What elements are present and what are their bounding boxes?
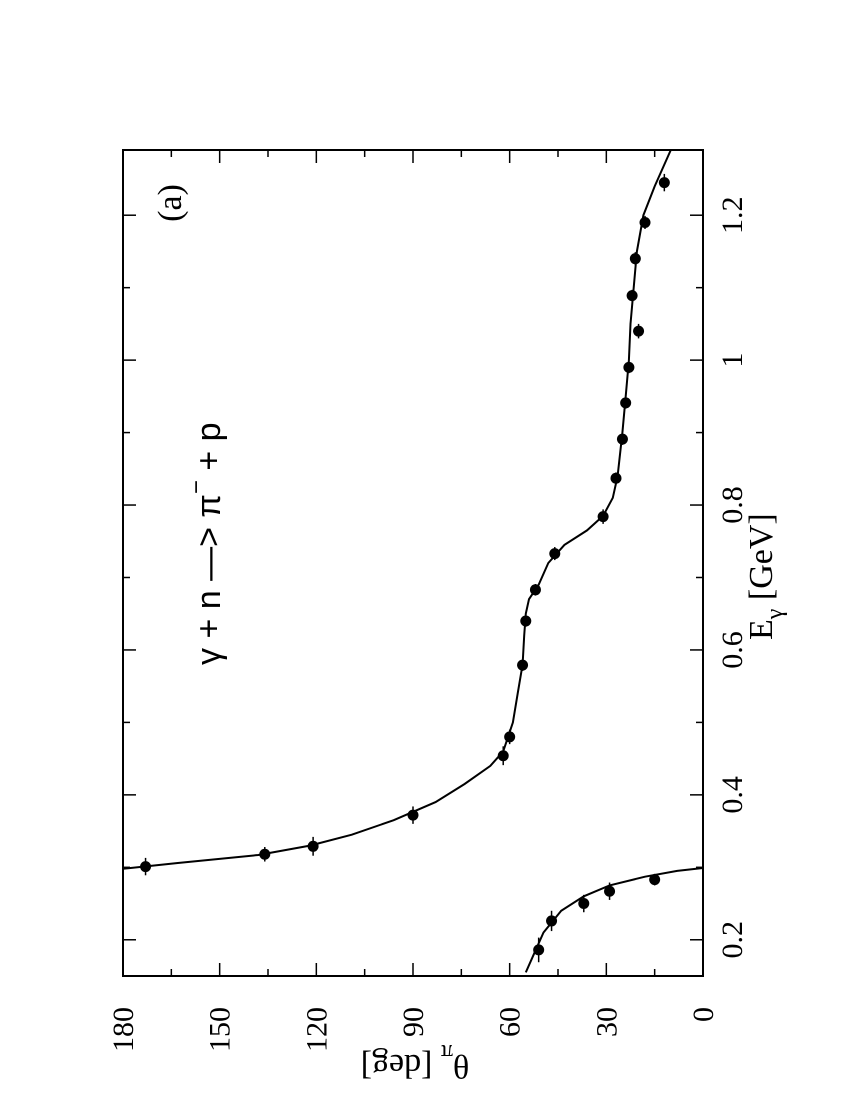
y-axis-title-sub: π (441, 1039, 453, 1065)
data-point (597, 511, 609, 523)
x-tick-label: 0.4 (716, 776, 749, 814)
y-tick-label: 30 (590, 1007, 623, 1037)
y-axis-title: θπ [deg] (361, 1039, 470, 1084)
x-axis-title-main: E (743, 619, 780, 640)
data-point (259, 848, 271, 860)
data-point (639, 216, 651, 228)
y-tick-label: 180 (107, 1007, 140, 1052)
x-tick-label: 0.2 (716, 921, 749, 959)
data-points (140, 173, 670, 963)
data-point (616, 433, 628, 445)
data-point (649, 874, 661, 886)
reaction-annotation: γ + n —> π− + p (183, 422, 228, 665)
data-point (504, 731, 516, 743)
data-point (658, 177, 670, 189)
y-axis-title-tail: [deg] (361, 1047, 441, 1084)
reaction-tail: + p (190, 422, 228, 480)
y-axis-title-main: θ (453, 1047, 469, 1084)
x-tick-label: 1.2 (716, 196, 749, 234)
reaction-main: γ + n —> π (190, 494, 228, 665)
x-tick-label: 0.6 (716, 631, 749, 669)
y-tick-label: 60 (494, 1007, 527, 1037)
x-axis-title: Eγ [GeV] (743, 513, 788, 640)
data-point (633, 325, 645, 337)
data-point (546, 915, 558, 927)
data-point (307, 840, 319, 852)
data-point (623, 361, 635, 373)
data-point (549, 548, 561, 560)
data-point (533, 944, 545, 956)
data-point (620, 397, 632, 409)
data-point (529, 584, 541, 596)
x-axis-title-tail: [GeV] (743, 513, 780, 608)
y-tick-label: 120 (300, 1007, 333, 1052)
y-tick-label: 0 (687, 1007, 720, 1022)
data-point (578, 898, 590, 910)
data-point (604, 885, 616, 897)
data-point (497, 750, 509, 762)
data-point (140, 861, 152, 873)
data-point (520, 615, 532, 627)
x-tick-label: 1 (716, 353, 749, 368)
data-point (629, 253, 641, 265)
data-point (407, 809, 419, 821)
x-tick-label: 0.8 (716, 486, 749, 524)
tick-labels: 0.2 0.4 0.6 0.8 1 1.2 0 30 60 90 120 150 180 (107, 196, 749, 1052)
y-tick-label: 150 (204, 1007, 237, 1052)
y-tick-label: 90 (397, 1007, 430, 1037)
data-point (517, 659, 529, 671)
data-point (610, 472, 622, 484)
x-axis-title-sub: γ (762, 608, 788, 620)
panel-label: (a) (152, 184, 189, 222)
reaction-superscript: − (183, 480, 210, 494)
data-point (626, 290, 638, 302)
